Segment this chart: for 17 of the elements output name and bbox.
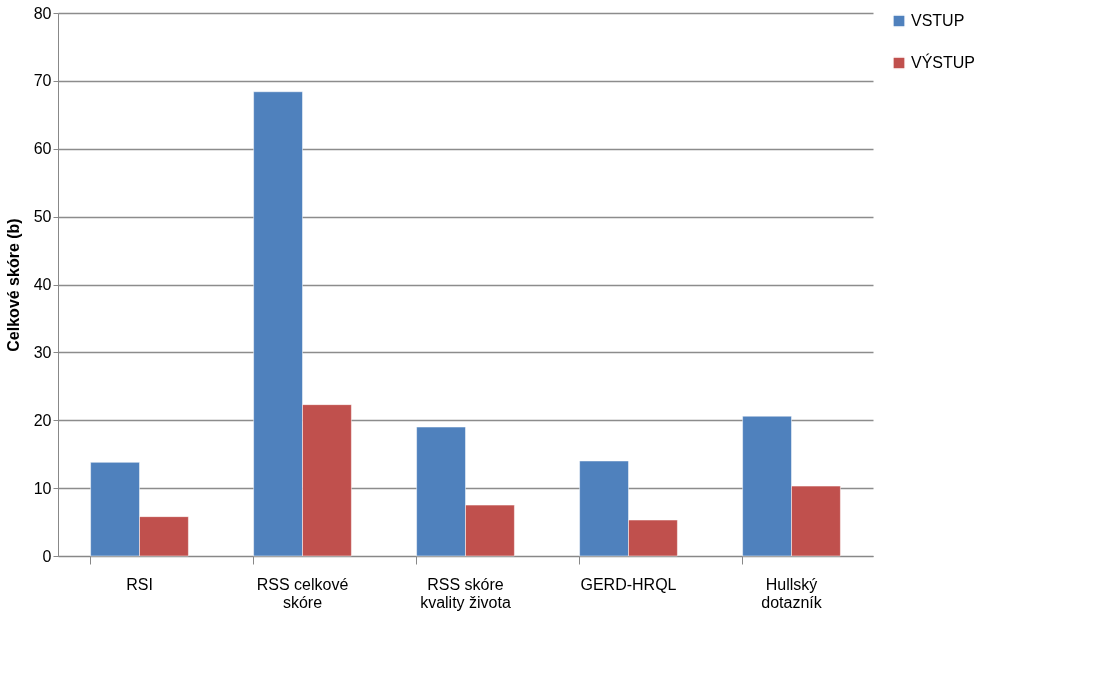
y-tick-label: 80 <box>33 4 52 22</box>
x-tick-label: GERD-HRQL <box>580 575 677 593</box>
x-tick-label: RSI <box>126 575 153 593</box>
legend-label: VSTUP <box>911 12 965 29</box>
y-tick-label: 0 <box>42 547 52 565</box>
y-tick-label: 50 <box>33 208 52 226</box>
y-tick-label: 60 <box>33 140 52 158</box>
y-tick-label: 20 <box>33 411 52 429</box>
y-tick-label: 70 <box>33 72 52 90</box>
y-axis-title: Celkové skóre (b) <box>4 218 22 352</box>
y-tick-label: 10 <box>33 479 52 497</box>
x-tick-label: Hullský dotazník <box>761 575 823 611</box>
y-tick-label: 30 <box>33 343 52 361</box>
legend-label: VÝSTUP <box>911 53 976 71</box>
y-tick-label: 40 <box>33 276 52 293</box>
x-tick-label: RSS skóre kvality života <box>420 575 511 611</box>
x-tick-label: RSS celkové skóre <box>256 575 349 611</box>
